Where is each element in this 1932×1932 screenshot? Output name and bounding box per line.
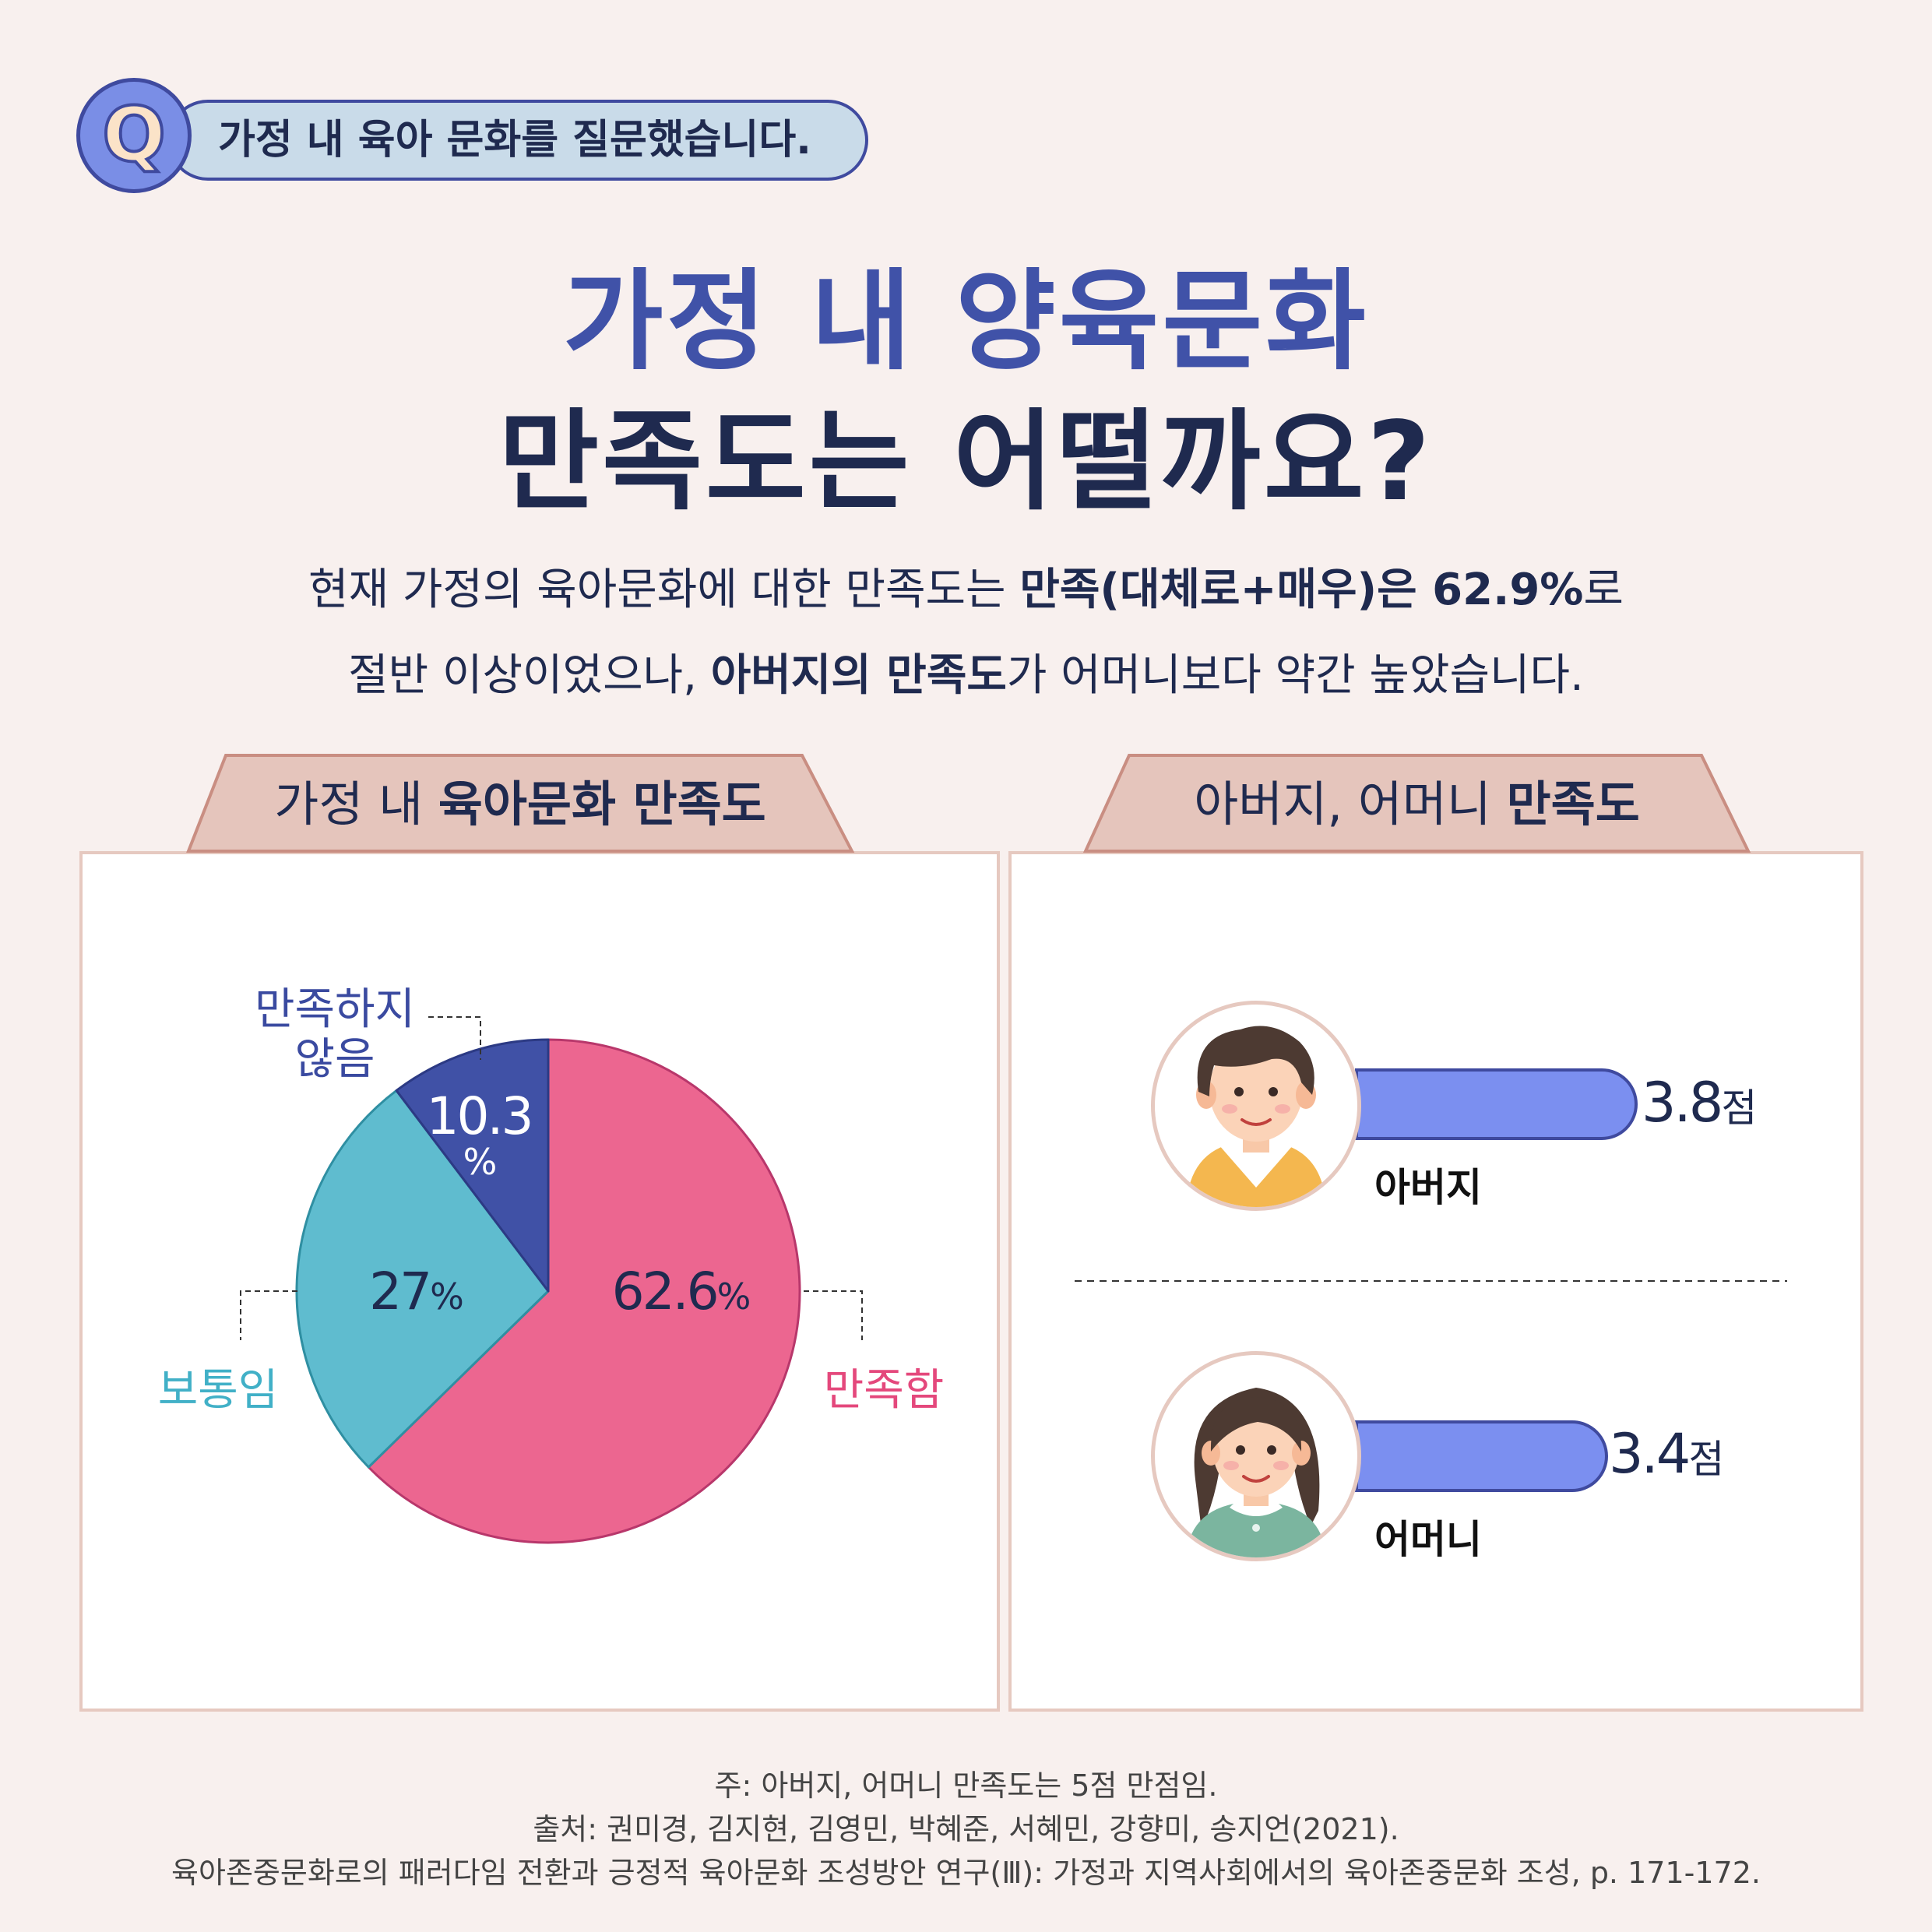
score-father-value: 3.8 <box>1642 1071 1723 1135</box>
value-label-satisfied: 62.6% <box>600 1262 763 1321</box>
description-line1: 현재 가정의 육아문화에 대한 만족도는 만족(대체로+매우)은 62.9%로 <box>0 554 1932 618</box>
slice-unsatisfied <box>395 1038 550 1293</box>
left-tab-title: 가정 내 육아문화 만족도 <box>188 758 852 851</box>
desc-1b: 만족(대체로+매우)은 62.9% <box>1019 565 1584 615</box>
right-tab-normal: 아버지, 어머니 <box>1194 776 1507 832</box>
value-neutral: 27 <box>369 1262 432 1321</box>
slice-neutral <box>295 1089 550 1469</box>
pie-chart <box>240 1016 863 1544</box>
title-line1: 가정 내 양육문화 <box>562 259 1370 385</box>
leader-line-neutral <box>240 1290 297 1340</box>
unit-neutral: % <box>430 1276 464 1318</box>
q-badge-icon <box>76 78 192 193</box>
footnote-line3: 육아존중문화로의 패러다임 전환과 긍정적 육아문화 조성방안 연구(Ⅲ): 가… <box>171 1856 1761 1890</box>
score-mother: 3.4점 <box>1609 1422 1724 1486</box>
left-tab-normal: 가정 내 <box>274 776 438 832</box>
bar-mother <box>1355 1420 1608 1492</box>
footnote-line1: 주: 아버지, 어머니 만족도는 5점 만점임. <box>714 1768 1218 1803</box>
panel-tabs <box>186 754 1751 853</box>
mother-avatar <box>1151 1351 1361 1561</box>
category-label-unsatisfied: 만족하지 않음 <box>234 985 436 1085</box>
bar-father <box>1355 1068 1638 1140</box>
value-satisfied: 62.6 <box>611 1262 720 1321</box>
label-father: 아버지 <box>1374 1165 1482 1210</box>
label-unsatisfied-line1: 만족하지 <box>254 984 416 1035</box>
score-mother-unit: 점 <box>1688 1437 1725 1482</box>
divider-line <box>1075 1280 1787 1282</box>
father-avatar-icon <box>1186 1026 1326 1207</box>
unit-label-unsatisfied: % <box>463 1141 498 1183</box>
father-avatar <box>1151 1001 1361 1211</box>
value-label-unsatisfied: 10.3 <box>426 1086 534 1146</box>
score-father: 3.8점 <box>1642 1071 1757 1135</box>
left-tab-bold: 육아문화 만족도 <box>438 776 766 832</box>
category-label-satisfied: 만족함 <box>823 1365 945 1416</box>
footnote-line2: 출처: 권미경, 김지현, 김영민, 박혜준, 서혜민, 강향미, 송지언(20… <box>533 1812 1399 1846</box>
unit-satisfied: % <box>716 1276 751 1318</box>
label-unsatisfied-line2: 않음 <box>294 1034 375 1085</box>
desc-1c: 로 <box>1583 565 1624 615</box>
right-tab-title: 아버지, 어머니 만족도 <box>1086 758 1748 851</box>
slice-satisfied <box>367 1038 801 1544</box>
desc-2b: 아버지의 만족도 <box>710 650 1007 701</box>
q-letter: Q <box>100 90 167 180</box>
question-pill <box>167 100 868 181</box>
mother-avatar-icon <box>1186 1388 1326 1557</box>
category-label-neutral: 보통임 <box>157 1365 279 1416</box>
leader-line-satisfied <box>804 1290 863 1340</box>
question-text: 가정 내 육아 문화를 질문했습니다. <box>218 117 811 164</box>
desc-1a: 현재 가정의 육아문화에 대한 만족도는 <box>308 565 1020 615</box>
right-tab-bold: 만족도 <box>1506 776 1640 832</box>
left-tab-shape <box>186 754 855 853</box>
description-line2: 절반 이상이었으나, 아버지의 만족도가 어머니보다 약간 높았습니다. <box>0 640 1932 703</box>
desc-2a: 절반 이상이었으나, <box>348 650 711 701</box>
title-line2: 만족도는 어떨까요? <box>498 399 1434 526</box>
leader-line-unsatisfied <box>428 1016 481 1060</box>
right-tab-shape <box>1082 754 1751 853</box>
score-mother-value: 3.4 <box>1609 1422 1691 1486</box>
desc-2c: 가 어머니보다 약간 높았습니다. <box>1006 650 1584 701</box>
value-label-neutral: 27% <box>343 1262 491 1321</box>
score-father-unit: 점 <box>1721 1086 1758 1131</box>
label-mother: 어머니 <box>1374 1517 1482 1562</box>
